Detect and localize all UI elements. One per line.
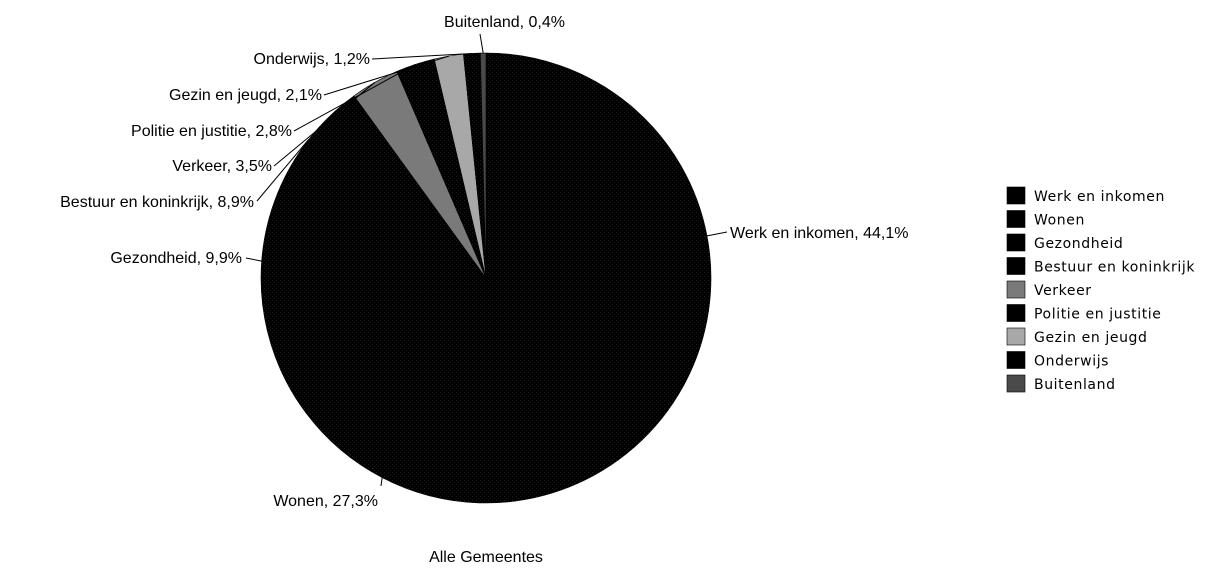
- legend-label-politie-en-justitie: Politie en justitie: [1034, 307, 1162, 323]
- legend: Werk en inkomen Wonen Gezondheid Bestuur en…: [1006, 186, 1195, 393]
- leader-line-wonen: [380, 477, 383, 487]
- leader-line-bestuur-en-koninkrijk: [256, 138, 310, 202]
- slice-label-bestuur-en-koninkrijk: Bestuur en koninkrijk, 8,9%: [60, 194, 254, 211]
- leader-line-politie-en-justitie: [293, 63, 416, 132]
- leader-line-gezondheid: [245, 257, 262, 262]
- slice-labels: Werk en inkomen, 44,1% Wonen, 27,3% Gezond…: [60, 14, 908, 510]
- legend-swatch-buitenland: [1006, 374, 1026, 393]
- slice-label-gezondheid: Gezondheid, 9,9%: [110, 250, 242, 267]
- legend-swatch-verkeer: [1006, 280, 1026, 299]
- legend-swatch-gezin-en-jeugd: [1006, 327, 1026, 346]
- pie-slice-texture-onderwijs: [463, 53, 486, 279]
- legend-swatch-bestuur-en-koninkrijk: [1006, 257, 1026, 275]
- legend-swatch-wonen: [1006, 210, 1026, 228]
- legend-label-gezondheid: Gezondheid: [1034, 236, 1123, 252]
- pie-slice-texture-politie-en-justitie: [396, 59, 486, 278]
- slice-label-buitenland: Buitenland, 0,4%: [444, 14, 565, 31]
- legend-label-onderwijs: Onderwijs: [1034, 354, 1109, 370]
- legend-label-werk-en-inkomen: Werk en inkomen: [1034, 189, 1165, 205]
- slice-label-wonen: Wonen, 27,3%: [273, 493, 378, 510]
- legend-label-wonen: Wonen: [1034, 213, 1085, 229]
- chart-caption: Alle Gemeentes: [429, 549, 543, 566]
- leader-lines: [245, 33, 728, 487]
- leader-line-onderwijs: [371, 52, 472, 60]
- slice-label-werk-en-inkomen: Werk en inkomen, 44,1%: [730, 225, 908, 242]
- legend-label-verkeer: Verkeer: [1034, 283, 1092, 299]
- legend-swatch-onderwijs: [1006, 351, 1026, 369]
- slice-label-gezin-en-jeugd: Gezin en jeugd, 2,1%: [169, 87, 322, 104]
- legend-swatch-politie-en-justitie: [1006, 304, 1026, 322]
- pie-slice-buitenland: [480, 52, 487, 279]
- pie-slice-texture-gezondheid: [261, 193, 486, 331]
- leader-line-buitenland: [479, 33, 484, 54]
- pie-slice-texture-werk-en-inkomen: [486, 53, 712, 488]
- slice-label-onderwijs: Onderwijs, 1,2%: [254, 51, 371, 68]
- legend-label-bestuur-en-koninkrijk: Bestuur en koninkrijk: [1034, 260, 1195, 276]
- legend-label-gezin-en-jeugd: Gezin en jeugd: [1034, 330, 1148, 346]
- legend-label-buitenland: Buitenland: [1034, 377, 1116, 393]
- leader-line-gezin-en-jeugd: [323, 55, 449, 96]
- slice-label-politie-en-justitie: Politie en justitie, 2,8%: [131, 123, 292, 140]
- leader-line-werk-en-inkomen: [706, 231, 728, 237]
- pie-slice-texture-bestuur-en-koninkrijk: [277, 95, 486, 279]
- slice-label-verkeer: Verkeer, 3,5%: [172, 158, 272, 175]
- legend-swatch-werk-en-inkomen: [1006, 186, 1026, 205]
- legend-swatch-gezondheid: [1006, 233, 1026, 252]
- pie-slices: [260, 52, 712, 504]
- pie-slice-texture-wonen: [267, 278, 569, 503]
